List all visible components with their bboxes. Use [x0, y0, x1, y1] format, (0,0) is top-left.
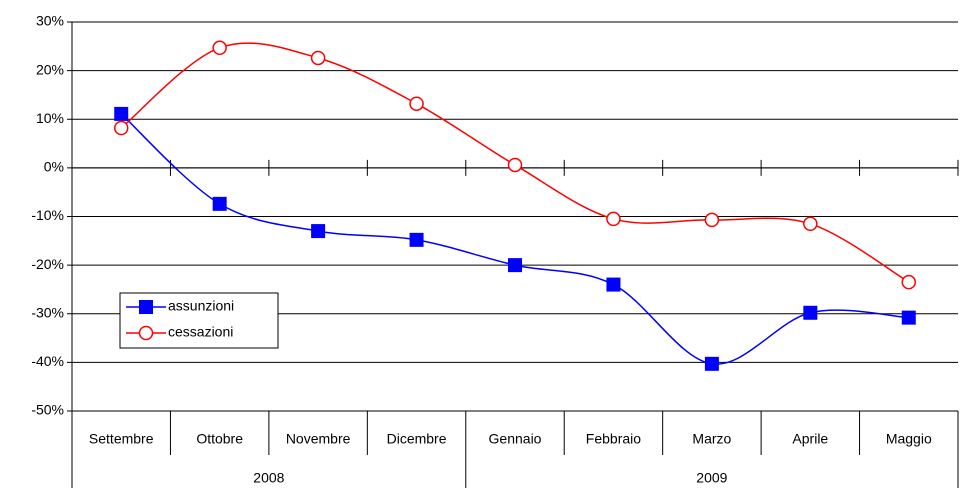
marker [508, 258, 522, 273]
x-tick-label: Gennaio [489, 431, 542, 447]
marker [114, 106, 129, 121]
marker [138, 325, 154, 341]
x-tick-label: Settembre [89, 431, 154, 447]
x-tick-label: Novembre [286, 431, 351, 447]
x-tick-label: Maggio [886, 431, 932, 447]
x-tick-label: Marzo [692, 431, 731, 447]
marker [139, 300, 153, 314]
marker [310, 50, 326, 66]
y-tick-label: 30% [36, 13, 64, 29]
marker [803, 216, 818, 232]
y-tick-label: -20% [31, 256, 64, 272]
y-tick-label: 10% [36, 110, 64, 126]
x-tick-label: Aprile [792, 431, 828, 447]
marker [606, 277, 621, 292]
y-tick-label: -40% [31, 353, 64, 369]
legend-label: cessazioni [168, 324, 233, 340]
x-tick-label: Ottobre [196, 431, 243, 447]
marker [212, 196, 227, 211]
y-tick-label: 0% [44, 159, 64, 175]
group-label: 2008 [253, 470, 284, 486]
marker [311, 224, 326, 239]
y-tick-label: 20% [36, 61, 64, 77]
y-tick-label: -30% [31, 304, 64, 320]
marker [901, 310, 916, 325]
marker [212, 40, 227, 56]
marker [704, 356, 719, 371]
y-tick-label: -50% [31, 402, 64, 418]
marker [704, 212, 720, 228]
legend-label: assunzioni [168, 298, 234, 314]
marker [507, 157, 523, 173]
marker [113, 120, 129, 136]
x-tick-label: Febbraio [586, 431, 641, 447]
marker [606, 211, 621, 227]
marker [409, 232, 424, 247]
x-tick-label: Dicembre [387, 431, 447, 447]
marker [901, 274, 917, 290]
marker [409, 96, 424, 111]
y-tick-label: -10% [31, 207, 64, 223]
group-label: 2009 [696, 470, 727, 486]
marker [803, 305, 818, 320]
